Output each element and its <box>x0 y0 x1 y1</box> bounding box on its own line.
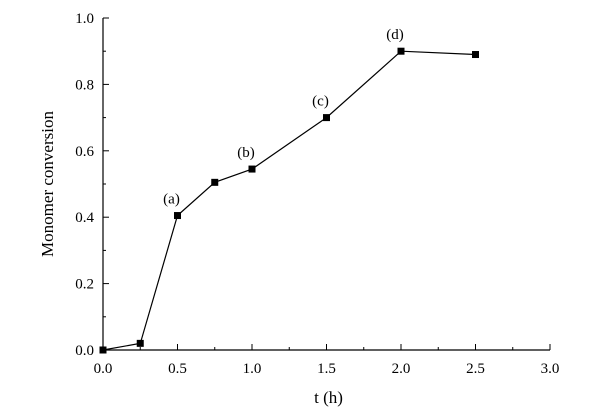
data-point-marker <box>323 114 330 122</box>
series-line <box>102 50 476 351</box>
data-point-marker <box>99 346 107 354</box>
data-point-marker <box>174 212 181 220</box>
x-tick-label: 1.0 <box>243 361 262 377</box>
x-tick-label: 2.0 <box>392 361 411 377</box>
x-axis-title: t (h) <box>314 388 343 407</box>
x-tick-label: 2.5 <box>466 361 485 377</box>
y-tick-label: 0.2 <box>75 277 94 293</box>
point-annotation: (a) <box>163 192 180 208</box>
data-point-marker <box>397 47 405 55</box>
annotations: (a) (b) (c) (d) <box>163 27 404 207</box>
data-point-marker <box>136 339 144 347</box>
series <box>99 47 479 354</box>
y-axis-title: Monomer conversion <box>38 111 57 257</box>
x-tick-label: 3.0 <box>541 361 560 377</box>
point-annotation: (c) <box>312 94 329 110</box>
y-tick-label: 0.4 <box>75 210 94 226</box>
x-tick-label: 1.5 <box>317 361 336 377</box>
x-tick-label: 0.5 <box>168 361 187 377</box>
x-tick-label: 0.0 <box>94 361 113 377</box>
ticks: 0.0 0.5 1.0 1.5 2.0 2.5 3.0 0.0 0.2 0.4 0.6 0.8 1.0 <box>75 11 559 377</box>
point-annotation: (d) <box>386 27 404 43</box>
point-annotation: (b) <box>237 145 255 161</box>
data-point-marker <box>211 178 219 186</box>
y-tick-label: 0.6 <box>75 144 94 160</box>
y-tick-label: 1.0 <box>75 11 94 27</box>
data-point-marker <box>248 165 256 173</box>
data-point-marker <box>472 51 479 59</box>
y-tick-label: 0.8 <box>75 77 94 93</box>
axes <box>102 18 550 351</box>
y-tick-label: 0.0 <box>75 343 94 359</box>
